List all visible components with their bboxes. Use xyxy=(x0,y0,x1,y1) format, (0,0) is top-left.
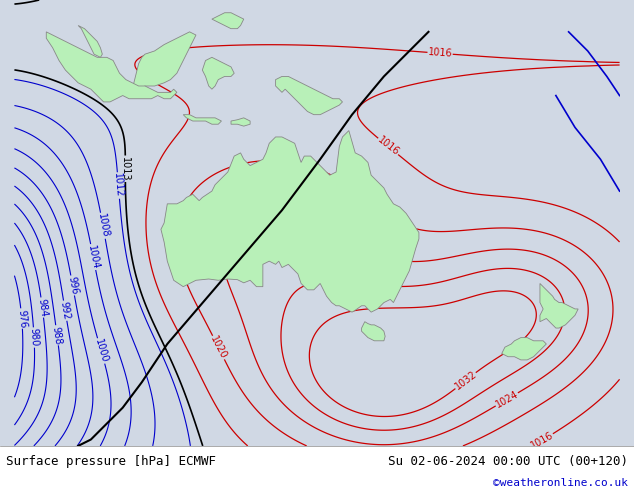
Text: 992: 992 xyxy=(59,301,72,320)
Polygon shape xyxy=(212,13,243,28)
Text: 984: 984 xyxy=(36,298,48,317)
Polygon shape xyxy=(540,283,578,328)
Text: 976: 976 xyxy=(16,309,27,328)
Text: 1013: 1013 xyxy=(120,156,131,181)
Polygon shape xyxy=(361,322,385,341)
Text: 996: 996 xyxy=(66,275,79,295)
Polygon shape xyxy=(276,76,342,115)
Polygon shape xyxy=(501,338,547,360)
Polygon shape xyxy=(183,115,221,124)
Polygon shape xyxy=(46,32,177,102)
Text: 1000: 1000 xyxy=(93,338,110,364)
Text: 1032: 1032 xyxy=(453,369,479,392)
Text: 1016: 1016 xyxy=(375,135,401,158)
Text: Su 02-06-2024 00:00 UTC (00+120): Su 02-06-2024 00:00 UTC (00+120) xyxy=(387,455,628,468)
Text: 1008: 1008 xyxy=(96,213,110,239)
Text: 1024: 1024 xyxy=(494,389,520,410)
Text: ©weatheronline.co.uk: ©weatheronline.co.uk xyxy=(493,478,628,489)
Text: 1028: 1028 xyxy=(347,278,373,290)
Text: 1016: 1016 xyxy=(529,430,555,451)
Polygon shape xyxy=(78,25,102,57)
Polygon shape xyxy=(231,118,250,126)
Text: 1004: 1004 xyxy=(86,244,101,270)
Text: 1020: 1020 xyxy=(209,334,229,361)
Polygon shape xyxy=(161,131,419,312)
Text: 988: 988 xyxy=(51,325,63,345)
Polygon shape xyxy=(202,57,234,89)
Polygon shape xyxy=(133,32,196,89)
Text: 1012: 1012 xyxy=(112,173,124,198)
Text: 1016: 1016 xyxy=(427,48,453,59)
Text: Surface pressure [hPa] ECMWF: Surface pressure [hPa] ECMWF xyxy=(6,455,216,468)
Text: 980: 980 xyxy=(29,328,39,347)
